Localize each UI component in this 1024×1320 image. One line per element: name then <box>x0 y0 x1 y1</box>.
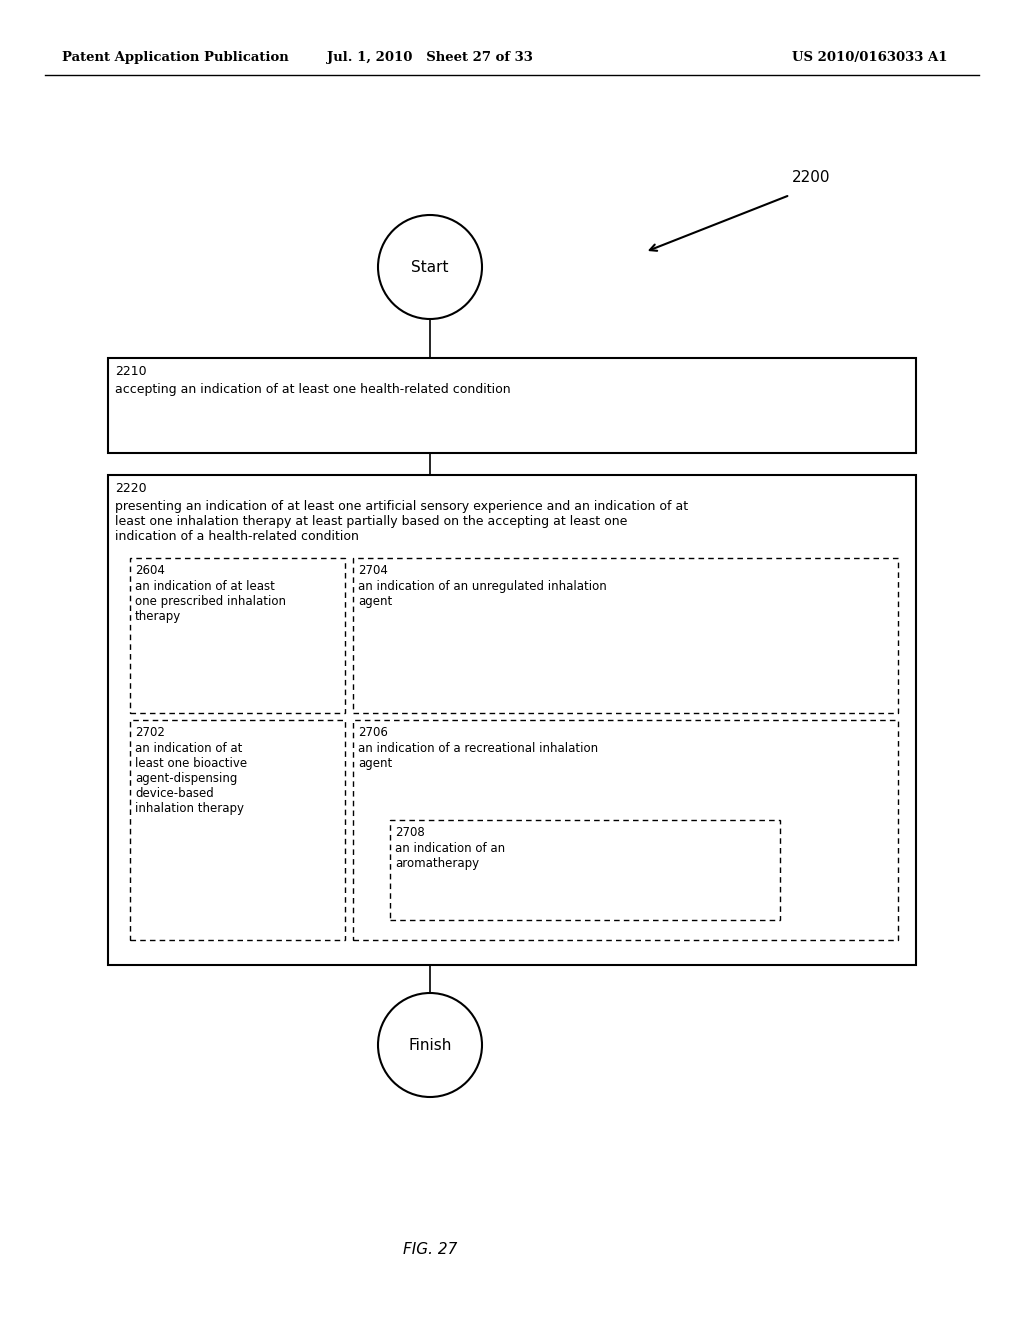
Text: US 2010/0163033 A1: US 2010/0163033 A1 <box>793 51 948 65</box>
Bar <box>130 558 345 713</box>
Text: an indication of at least
one prescribed inhalation
therapy: an indication of at least one prescribed… <box>135 579 286 623</box>
Text: 2210: 2210 <box>115 366 146 378</box>
Text: 2706: 2706 <box>358 726 388 739</box>
Bar <box>390 820 780 920</box>
Bar <box>108 358 916 453</box>
Text: an indication of a recreational inhalation
agent: an indication of a recreational inhalati… <box>358 742 598 770</box>
Text: an indication of at
least one bioactive
agent-dispensing
device-based
inhalation: an indication of at least one bioactive … <box>135 742 247 814</box>
Text: an indication of an
aromatherapy: an indication of an aromatherapy <box>395 842 505 870</box>
Text: accepting an indication of at least one health-related condition: accepting an indication of at least one … <box>115 383 511 396</box>
Text: 2220: 2220 <box>115 482 146 495</box>
Bar <box>108 475 916 965</box>
Bar <box>130 719 345 940</box>
Text: Jul. 1, 2010   Sheet 27 of 33: Jul. 1, 2010 Sheet 27 of 33 <box>327 51 532 65</box>
Bar <box>353 558 898 713</box>
Text: 2708: 2708 <box>395 826 425 840</box>
Text: 2704: 2704 <box>358 564 388 577</box>
Text: presenting an indication of at least one artificial sensory experience and an in: presenting an indication of at least one… <box>115 500 688 543</box>
Text: 2200: 2200 <box>792 170 830 186</box>
Text: 2604: 2604 <box>135 564 165 577</box>
Text: an indication of an unregulated inhalation
agent: an indication of an unregulated inhalati… <box>358 579 607 609</box>
Text: FIG. 27: FIG. 27 <box>402 1242 457 1258</box>
Bar <box>353 719 898 940</box>
Text: Finish: Finish <box>409 1038 452 1052</box>
Text: 2702: 2702 <box>135 726 165 739</box>
Text: Start: Start <box>412 260 449 275</box>
Text: Patent Application Publication: Patent Application Publication <box>62 51 289 65</box>
